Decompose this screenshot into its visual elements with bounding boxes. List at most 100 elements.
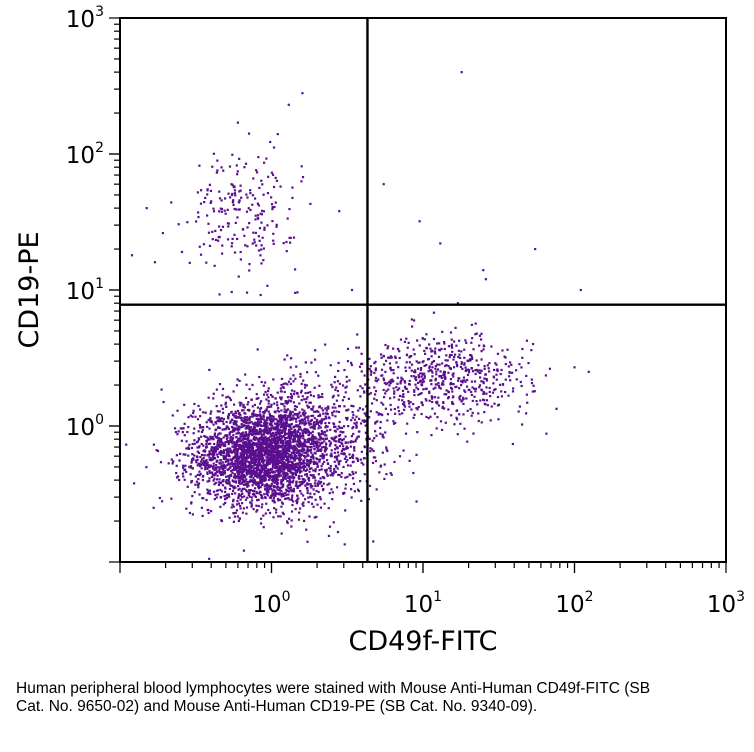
data-point: [212, 490, 216, 493]
data-point: [372, 456, 375, 459]
data-point: [275, 418, 278, 421]
data-point: [229, 466, 232, 469]
data-point: [288, 429, 291, 432]
data-point: [452, 372, 455, 375]
data-point: [202, 460, 205, 464]
data-point: [247, 493, 251, 497]
data-point: [261, 424, 265, 427]
data-point: [281, 502, 284, 505]
data-point: [270, 171, 274, 174]
data-point: [214, 481, 217, 485]
data-point: [410, 369, 413, 372]
data-point: [285, 240, 288, 244]
data-point: [289, 415, 292, 418]
data-point: [276, 452, 280, 455]
data-point: [526, 401, 529, 404]
data-point: [206, 193, 209, 196]
data-point: [222, 478, 225, 482]
data-point: [330, 449, 333, 452]
data-point: [254, 438, 257, 441]
data-point: [255, 414, 258, 417]
data-point: [286, 480, 289, 483]
data-point: [237, 479, 241, 482]
data-point: [228, 516, 231, 519]
data-point: [218, 441, 222, 444]
data-point: [287, 493, 290, 496]
data-point: [217, 436, 220, 440]
data-point: [298, 484, 302, 487]
data-point: [278, 433, 281, 436]
data-point: [459, 365, 463, 369]
data-point: [425, 399, 428, 402]
data-point: [291, 447, 294, 450]
data-point: [293, 436, 296, 439]
data-point: [314, 470, 317, 473]
data-point: [382, 377, 385, 380]
data-point: [246, 482, 250, 485]
data-point: [286, 424, 289, 428]
data-point: [289, 382, 293, 386]
data-point: [449, 378, 453, 381]
data-point: [474, 387, 478, 390]
data-point: [272, 416, 275, 419]
data-point: [223, 471, 227, 475]
data-point: [427, 370, 430, 373]
data-point: [307, 433, 311, 437]
data-point: [228, 483, 231, 486]
data-point: [191, 494, 194, 498]
y-tick-label: 102: [66, 140, 104, 169]
data-point: [464, 390, 467, 393]
data-point: [292, 380, 295, 383]
data-point: [232, 480, 236, 483]
data-point: [241, 469, 244, 473]
data-point: [362, 463, 365, 466]
data-point: [198, 245, 201, 248]
data-point: [275, 480, 279, 483]
data-point: [209, 189, 213, 193]
data-point: [263, 472, 266, 475]
data-point: [275, 446, 278, 449]
data-point: [241, 453, 244, 456]
data-point: [245, 437, 249, 441]
data-point: [267, 405, 270, 408]
data-point: [252, 467, 256, 470]
data-point: [325, 417, 328, 420]
data-point: [493, 388, 496, 392]
data-point: [253, 470, 256, 473]
data-point: [319, 435, 322, 438]
data-point: [312, 457, 315, 460]
data-point: [466, 440, 469, 443]
data-point: [191, 415, 194, 418]
data-point: [215, 435, 219, 438]
data-point: [430, 369, 433, 373]
data-point: [504, 362, 507, 366]
data-point: [283, 468, 286, 471]
data-point: [295, 484, 298, 488]
data-point: [286, 489, 289, 492]
data-point: [211, 467, 215, 470]
data-point: [363, 420, 366, 423]
data-point: [328, 491, 331, 495]
data-point: [470, 390, 473, 394]
data-point: [271, 480, 274, 483]
data-point: [276, 485, 280, 488]
data-point: [234, 468, 237, 471]
data-point: [221, 471, 224, 474]
data-point: [275, 225, 278, 228]
data-point: [355, 425, 358, 428]
data-point: [242, 409, 245, 412]
data-point: [238, 469, 241, 472]
data-point: [270, 442, 273, 445]
data-point: [221, 428, 224, 431]
data-point: [220, 207, 224, 211]
data-point: [432, 337, 436, 341]
data-point: [313, 358, 317, 361]
data-point: [263, 468, 266, 471]
data-point: [224, 401, 227, 404]
data-point: [235, 442, 238, 445]
data-point: [312, 505, 315, 508]
data-point: [299, 454, 302, 457]
data-point: [338, 426, 342, 429]
data-point: [279, 493, 282, 496]
data-point: [478, 371, 481, 375]
